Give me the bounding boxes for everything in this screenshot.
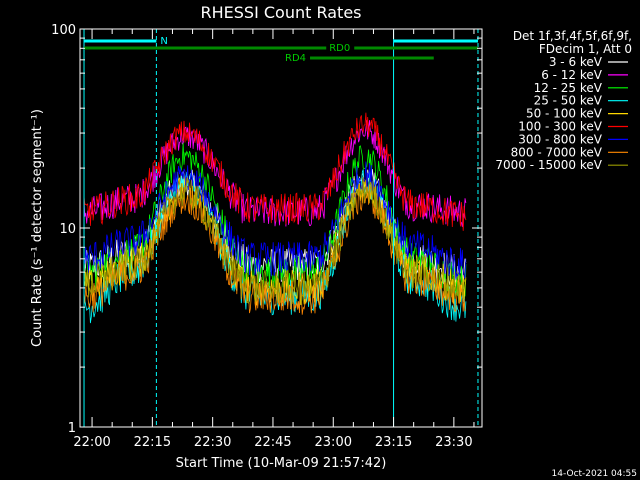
footer-timestamp: 14-Oct-2021 04:55: [552, 469, 637, 479]
series-line-7: [83, 161, 467, 281]
flag-label-n: N: [160, 36, 167, 47]
legend-header-line-1: Det 1f,3f,4f,5f,6f,9f,: [513, 29, 632, 43]
y-tick-label: 10: [59, 222, 76, 237]
x-axis-label: Start Time (10-Mar-09 21:57:42): [176, 456, 387, 471]
data-traces: [83, 112, 467, 324]
chart-title: RHESSI Count Rates: [201, 3, 362, 22]
flag-bars: N RD0 RD4: [84, 36, 478, 64]
y-axis-label: Count Rate (s⁻¹ detector segment⁻¹): [30, 109, 45, 347]
legend-entry-label: 50 - 100 keV: [526, 107, 603, 121]
flag-label-rd4: RD4: [285, 53, 306, 64]
series-line-6: [83, 112, 467, 231]
x-tick-label: 23:30: [435, 435, 472, 450]
axis-ticks: 1 10 100 22:00 22:15 22:30 22:45 23:00 23:15 23:3…: [51, 23, 482, 450]
legend-entry-label: 100 - 300 keV: [518, 120, 602, 134]
flag-label-backing-rd4: [282, 52, 311, 63]
legend-header-line-2: FDecim 1, Att 0: [539, 42, 632, 56]
legend-entry-label: 7000 - 15000 keV: [495, 158, 602, 172]
x-tick-label: 22:30: [194, 435, 231, 450]
legend-entry-label: 12 - 25 keV: [534, 81, 603, 95]
y-tick-label: 1: [68, 421, 76, 436]
flag-label-rd0: RD0: [329, 43, 350, 54]
x-tick-label: 23:15: [375, 435, 412, 450]
x-tick-label: 22:15: [134, 435, 171, 450]
flag-label-backing-rd0: [326, 42, 355, 53]
legend-entry-label: 6 - 12 keV: [541, 68, 603, 82]
x-tick-label: 23:00: [315, 435, 352, 450]
legend-entry-label: 3 - 6 keV: [549, 55, 603, 69]
legend-entry-label: 300 - 800 keV: [518, 132, 602, 146]
x-tick-label: 22:00: [73, 435, 110, 450]
y-tick-label: 100: [51, 23, 76, 38]
legend: Det 1f,3f,4f,5f,6f,9f, FDecim 1, Att 0 3…: [495, 29, 632, 172]
legend-entry-label: 800 - 7000 keV: [511, 145, 603, 159]
series-line-2: [83, 120, 467, 227]
x-tick-label: 22:45: [254, 435, 291, 450]
series-line-9: [83, 176, 467, 305]
legend-entry-label: 25 - 50 keV: [534, 94, 603, 108]
